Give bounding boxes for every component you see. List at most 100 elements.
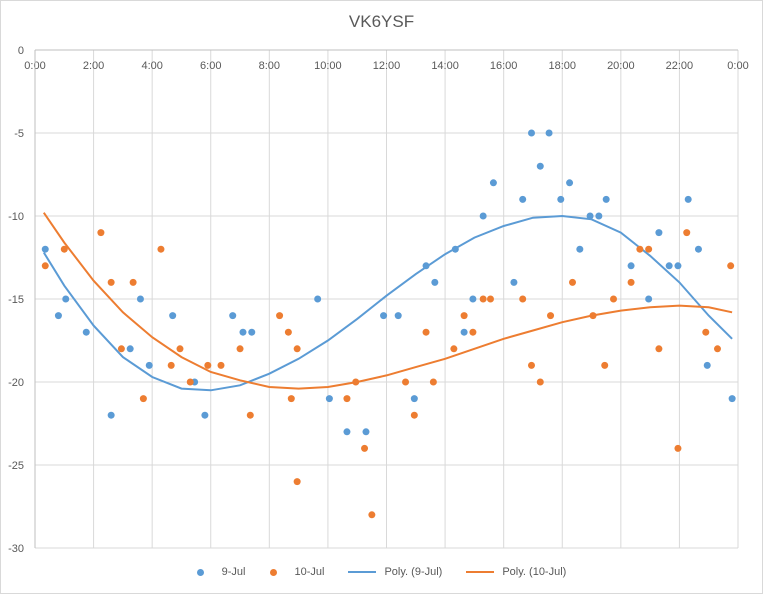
data-point-9-jul [684, 195, 692, 203]
data-point-9-jul [82, 328, 90, 336]
data-point-10-jul [276, 312, 284, 320]
data-point-10-jul [589, 312, 597, 320]
data-point-10-jul [469, 328, 477, 336]
data-point-10-jul [422, 328, 430, 336]
data-point-9-jul [627, 262, 635, 270]
data-point-9-jul [703, 361, 711, 369]
data-point-9-jul [394, 312, 402, 320]
data-point-10-jul [217, 361, 225, 369]
data-point-9-jul [145, 361, 153, 369]
data-point-9-jul [469, 295, 477, 303]
y-tick-label: -10 [8, 211, 24, 223]
data-point-9-jul [586, 212, 594, 220]
data-point-9-jul [410, 395, 418, 403]
data-point-10-jul [450, 345, 458, 353]
legend-marker [348, 571, 377, 573]
legend-label: 9-Jul [221, 566, 246, 578]
x-tick-label: 22:00 [666, 60, 694, 72]
data-point-10-jul [97, 229, 105, 237]
data-point-9-jul [422, 262, 430, 270]
legend-marker [196, 568, 204, 576]
data-point-9-jul [62, 295, 70, 303]
data-point-9-jul [694, 245, 702, 253]
data-point-9-jul [201, 411, 209, 419]
data-point-10-jul [674, 444, 682, 452]
y-tick-label: -5 [14, 128, 24, 140]
data-point-10-jul [486, 295, 494, 303]
data-point-9-jul [229, 312, 237, 320]
data-point-9-jul [510, 278, 518, 286]
data-point-10-jul [129, 278, 137, 286]
data-point-10-jul [107, 278, 115, 286]
data-point-9-jul [239, 328, 247, 336]
data-point-9-jul [126, 345, 134, 353]
data-point-10-jul [352, 378, 360, 386]
y-tick-label: -30 [8, 543, 24, 555]
data-point-10-jul [293, 345, 301, 353]
data-point-10-jul [157, 245, 165, 253]
legend-marker [269, 568, 277, 576]
legend-item-10jul: 10-Jul [269, 566, 324, 578]
data-point-9-jul [343, 428, 351, 436]
x-tick-label: 10:00 [314, 60, 342, 72]
data-point-9-jul [536, 162, 544, 170]
data-point-10-jul [627, 278, 635, 286]
legend-item-poly-9jul: Poly. (9-Jul) [348, 566, 442, 578]
x-tick-label: 16:00 [490, 60, 518, 72]
data-point-10-jul [246, 411, 254, 419]
data-point-10-jul [655, 345, 663, 353]
data-point-9-jul [41, 245, 49, 253]
data-point-10-jul [204, 361, 212, 369]
data-point-9-jul [566, 179, 574, 187]
x-tick-label: 20:00 [607, 60, 635, 72]
data-point-9-jul [655, 229, 663, 237]
x-tick-label: 4:00 [141, 60, 162, 72]
data-point-9-jul [460, 328, 468, 336]
data-point-9-jul [248, 328, 256, 336]
y-tick-label: 0 [18, 45, 24, 57]
x-tick-label: 8:00 [259, 60, 280, 72]
data-point-9-jul [314, 295, 322, 303]
data-point-10-jul [361, 444, 369, 452]
data-point-10-jul [601, 361, 609, 369]
data-point-10-jul [284, 328, 292, 336]
chart-title: VK6YSF [348, 12, 415, 31]
data-point-9-jul [489, 179, 497, 187]
x-tick-label: 18:00 [548, 60, 576, 72]
data-point-10-jul [186, 378, 194, 386]
data-point-10-jul [460, 312, 468, 320]
y-tick-label: -15 [8, 294, 24, 306]
y-tick-label: -20 [8, 377, 24, 389]
data-point-9-jul [54, 312, 62, 320]
data-point-10-jul [519, 295, 527, 303]
data-point-10-jul [402, 378, 410, 386]
data-point-9-jul [136, 295, 144, 303]
data-point-10-jul [287, 395, 295, 403]
data-point-9-jul [576, 245, 584, 253]
data-point-9-jul [431, 278, 439, 286]
data-point-9-jul [169, 312, 177, 320]
data-point-9-jul [107, 411, 115, 419]
data-point-9-jul [665, 262, 673, 270]
trendline-poly-9-jul- [42, 214, 733, 392]
data-point-10-jul [236, 345, 244, 353]
data-point-10-jul [527, 361, 535, 369]
data-point-9-jul [325, 395, 333, 403]
data-point-10-jul [60, 245, 68, 253]
x-tick-label: 0:00 [727, 60, 748, 72]
data-point-9-jul [519, 195, 527, 203]
data-point-10-jul [41, 262, 49, 270]
x-tick-label: 2:00 [83, 60, 104, 72]
data-point-10-jul [139, 395, 147, 403]
data-point-10-jul [176, 345, 184, 353]
data-point-10-jul [167, 361, 175, 369]
data-point-10-jul [636, 245, 644, 253]
data-point-10-jul [343, 395, 351, 403]
legend-item-9jul: 9-Jul [196, 566, 246, 578]
data-point-10-jul [368, 511, 376, 519]
data-point-10-jul [610, 295, 618, 303]
data-point-10-jul [683, 229, 691, 237]
data-point-9-jul [674, 262, 682, 270]
